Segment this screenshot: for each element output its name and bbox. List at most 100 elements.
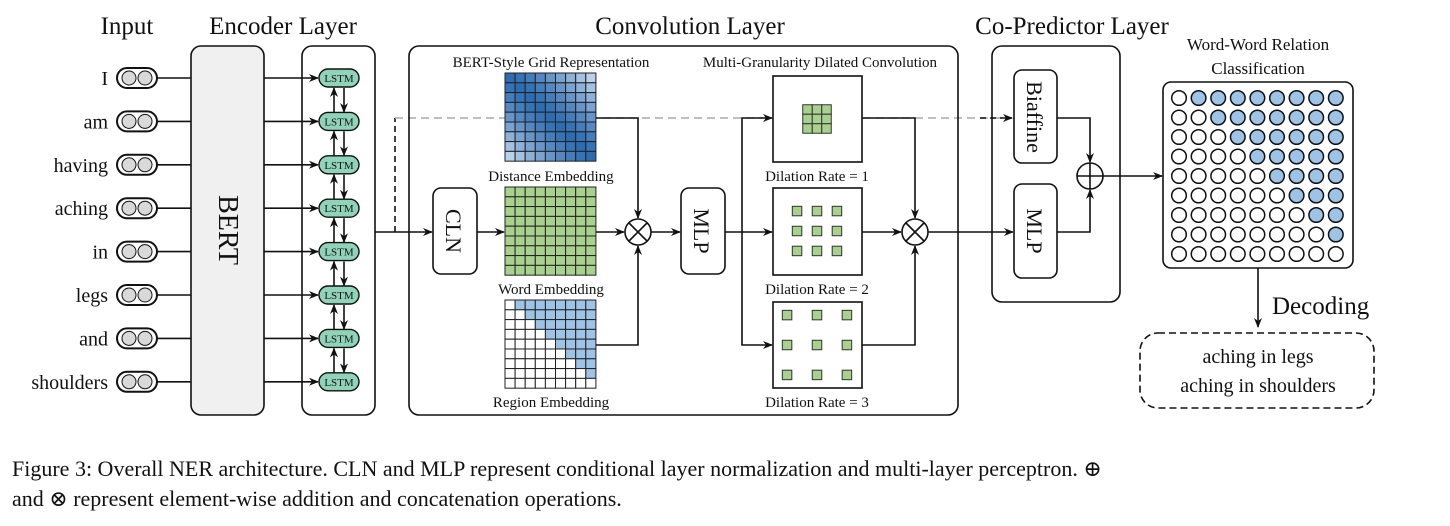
grid-cell xyxy=(514,309,526,321)
relation-cell xyxy=(1190,109,1207,126)
grid-cell xyxy=(544,111,557,123)
relation-cell xyxy=(1249,167,1266,185)
grid-cell xyxy=(544,82,557,94)
kernel-cell xyxy=(811,113,823,125)
grid-cell xyxy=(544,225,557,237)
grid-cell xyxy=(575,368,587,379)
embedding-unit-icon xyxy=(137,113,153,129)
dil3-to-concat-arrow xyxy=(862,245,919,346)
grid-cell xyxy=(514,121,526,133)
grid-cell xyxy=(585,101,597,113)
grid-cell xyxy=(575,264,587,276)
grid-cell xyxy=(575,111,587,123)
embedding-unit-icon xyxy=(137,200,153,216)
grid-cell xyxy=(524,131,536,143)
distance-embedding-label: Distance Embedding xyxy=(488,169,614,185)
grid-cell xyxy=(555,338,567,350)
grid-cell xyxy=(524,196,536,208)
grid-cell xyxy=(585,196,597,208)
dil1-to-concat-arrow xyxy=(862,117,919,219)
grid-cell xyxy=(555,72,567,84)
relation-cell xyxy=(1170,148,1188,165)
relation-cell xyxy=(1327,148,1344,165)
grid-cell xyxy=(514,141,526,152)
relation-cell xyxy=(1229,206,1246,224)
grid-cell xyxy=(534,186,546,198)
grid-cell xyxy=(555,186,567,198)
token-label: am xyxy=(84,111,109,133)
grid-cell xyxy=(565,225,577,237)
dilated-convolution-title: Multi-Granularity Dilated Convolution xyxy=(703,55,938,71)
grid-cell xyxy=(585,141,597,152)
mlp-to-dil1-arrow xyxy=(741,114,773,232)
grid-cell xyxy=(504,121,516,133)
decoding-label: Decoding xyxy=(1272,293,1370,320)
relation-cell xyxy=(1308,148,1325,165)
grid-cell xyxy=(585,72,597,84)
kernel-cell xyxy=(791,225,803,237)
kernel-cell xyxy=(831,245,843,257)
relation-cell xyxy=(1288,89,1305,107)
grid-cell xyxy=(575,358,587,370)
grid-cell xyxy=(534,235,546,247)
grid-cell xyxy=(575,338,587,350)
relation-cell xyxy=(1327,128,1344,146)
grid-cell xyxy=(524,255,536,266)
relation-cell xyxy=(1229,226,1246,243)
relation-cell xyxy=(1190,89,1207,107)
grid-cell xyxy=(544,141,557,152)
grid-cell xyxy=(544,121,557,133)
relation-cell xyxy=(1308,128,1325,146)
relation-cell xyxy=(1170,245,1188,263)
relation-cell xyxy=(1229,89,1246,107)
token-label: aching xyxy=(55,198,108,220)
grid-cell xyxy=(524,368,536,379)
kernel-cell xyxy=(811,205,823,217)
grid-cell xyxy=(504,101,516,113)
biaffine-block xyxy=(1013,69,1058,164)
grid-cell xyxy=(524,82,536,94)
grid-cell xyxy=(514,206,526,217)
grid-cell xyxy=(514,299,526,311)
grid-cell xyxy=(514,348,526,360)
grid-cell xyxy=(534,225,546,237)
relation-cell xyxy=(1268,206,1286,224)
relation-cell xyxy=(1268,226,1286,243)
grid-cell xyxy=(544,101,557,113)
grid-cell xyxy=(504,72,516,84)
region-embedding-label: Region Embedding xyxy=(493,395,610,411)
relation-cells xyxy=(1170,89,1344,263)
grid-cell xyxy=(544,245,557,257)
grid-cell xyxy=(575,245,587,257)
grid-cell xyxy=(544,150,557,162)
relation-cell xyxy=(1170,206,1188,224)
grid-cell xyxy=(555,309,567,321)
bert-label: BERT xyxy=(212,195,243,265)
grid-cell xyxy=(534,111,546,123)
grid-cell xyxy=(585,245,597,257)
grid-cell xyxy=(514,215,526,227)
grid-cell xyxy=(544,92,557,103)
grid-cell xyxy=(534,131,546,143)
relation-cell xyxy=(1288,187,1305,204)
token-row: in LSTM xyxy=(92,240,360,287)
relation-cell xyxy=(1229,148,1246,165)
kernel-cell xyxy=(841,309,853,321)
grid-cell xyxy=(514,186,526,198)
bert-block xyxy=(190,45,265,416)
grid-cell xyxy=(524,121,536,133)
grid-cell xyxy=(524,235,536,247)
grid-cell xyxy=(565,101,577,113)
grid-cell xyxy=(544,348,557,360)
lstm-label: LSTM xyxy=(324,73,354,85)
relation-cell xyxy=(1327,89,1344,107)
grid-cell xyxy=(524,377,536,389)
grid-cell xyxy=(524,348,536,360)
biaffine-label: Biaffine xyxy=(1022,81,1047,153)
grid-cell xyxy=(504,235,516,247)
relation-cell xyxy=(1327,206,1344,224)
relation-cell xyxy=(1170,128,1188,146)
kernel-cell xyxy=(791,245,803,257)
relation-cell xyxy=(1229,109,1246,126)
grid-cell xyxy=(585,319,597,330)
